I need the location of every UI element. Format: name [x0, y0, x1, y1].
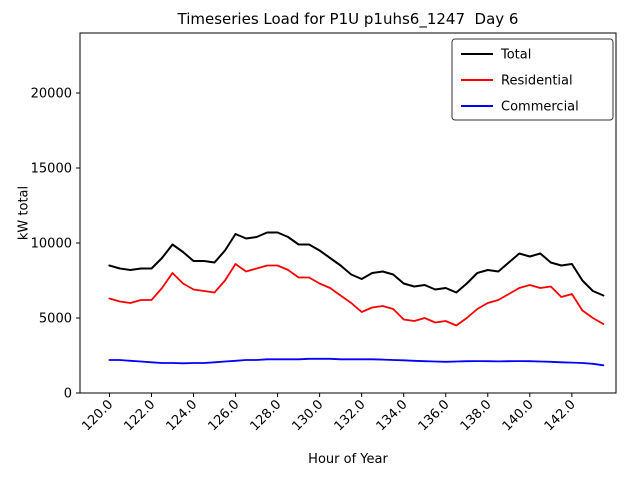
x-tick-label: 122.0	[121, 397, 158, 434]
y-tick-label: 0	[64, 387, 72, 402]
series-line-total	[108, 231, 605, 297]
y-tick-label: 20000	[31, 87, 72, 102]
x-tick-label: 136.0	[416, 397, 453, 434]
x-tick-label: 138.0	[458, 397, 495, 434]
y-axis-label: kW total	[16, 185, 32, 241]
x-axis-label: Hour of Year	[308, 452, 388, 467]
legend-label-residential: Residential	[501, 74, 573, 89]
x-tick-label: 120.0	[79, 397, 116, 434]
y-tick-label: 15000	[31, 162, 72, 177]
legend-box	[451, 38, 614, 121]
series-line-residential	[108, 263, 605, 327]
x-tick-label: 128.0	[247, 397, 284, 434]
y-tick-label: 10000	[31, 237, 72, 252]
x-tick-label: 132.0	[332, 397, 369, 434]
x-tick-label: 140.0	[500, 397, 537, 434]
x-tick-label: 142.0	[542, 397, 579, 434]
series-line-commercial	[108, 357, 605, 367]
legend-label-total: Total	[500, 48, 531, 63]
legend-label-commercial: Commercial	[501, 100, 579, 115]
y-tick-label: 5000	[39, 312, 72, 327]
x-tick-label: 130.0	[290, 397, 327, 434]
x-tick-label: 126.0	[205, 397, 242, 434]
x-tick-label: 134.0	[374, 397, 411, 434]
chart-title: Timeseries Load for P1U p1uhs6_1247 Day …	[177, 10, 519, 28]
plot-border	[79, 32, 617, 394]
x-tick-label: 124.0	[163, 397, 200, 434]
